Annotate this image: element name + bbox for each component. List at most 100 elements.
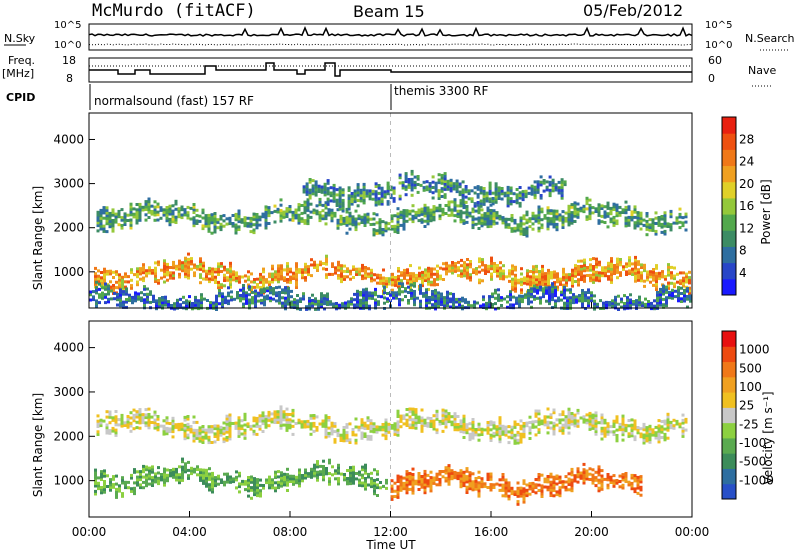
heatmap-cell <box>500 189 504 193</box>
heatmap-cell <box>594 424 598 428</box>
heatmap-cell <box>540 473 544 477</box>
heatmap-cell <box>424 271 427 275</box>
heatmap-cell <box>419 299 422 303</box>
heatmap-cell <box>666 225 670 228</box>
heatmap-cell <box>264 423 268 427</box>
heatmap-cell <box>647 302 650 306</box>
heatmap-cell <box>136 483 139 487</box>
heatmap-cell <box>410 185 414 189</box>
heatmap-cell <box>178 267 181 271</box>
heatmap-cell <box>486 219 490 223</box>
heatmap-cell <box>221 292 224 296</box>
heatmap-cell <box>431 196 435 200</box>
heatmap-cell <box>523 276 526 280</box>
heatmap-cell <box>580 259 583 263</box>
heatmap-cell <box>168 430 172 433</box>
heatmap-cell <box>502 277 505 281</box>
heatmap-cell <box>123 424 127 427</box>
heatmap-cell <box>588 425 592 429</box>
heatmap-cell <box>527 291 530 295</box>
heatmap-cell <box>606 225 610 229</box>
heatmap-cell <box>262 484 265 487</box>
heatmap-cell <box>134 294 137 297</box>
heatmap-cell <box>471 431 475 435</box>
heatmap-cell <box>452 182 456 186</box>
heatmap-cell <box>549 426 553 430</box>
heatmap-cell <box>459 471 463 475</box>
heatmap-cell <box>629 303 632 307</box>
heatmap-cell <box>443 195 447 199</box>
heatmap-cell <box>512 200 516 204</box>
heatmap-cell <box>401 181 405 185</box>
heatmap-cell <box>151 271 154 275</box>
heatmap-cell <box>207 224 211 228</box>
heatmap-cell <box>214 478 217 482</box>
heatmap-cell <box>234 424 238 428</box>
heatmap-cell <box>637 262 640 266</box>
heatmap-cell <box>489 211 493 215</box>
heatmap-cell <box>462 484 466 488</box>
heatmap-cell <box>207 216 211 220</box>
heatmap-cell <box>123 220 127 224</box>
heatmap-cell <box>308 188 312 192</box>
heatmap-cell <box>281 304 284 308</box>
heatmap-cell <box>200 303 203 307</box>
heatmap-cell <box>163 272 166 276</box>
heatmap-cell <box>593 302 596 306</box>
heatmap-cell <box>634 269 637 273</box>
heatmap-cell <box>368 197 372 201</box>
heatmap-cell <box>143 298 146 302</box>
heatmap-cell <box>358 270 361 274</box>
heatmap-cell <box>92 298 95 302</box>
heatmap-cell <box>507 489 511 493</box>
heatmap-cell <box>477 486 481 490</box>
heatmap-cell <box>462 203 466 207</box>
heatmap-cell <box>645 233 649 237</box>
heatmap-cell <box>242 292 245 295</box>
heatmap-cell <box>386 299 389 303</box>
heatmap-cell <box>597 221 601 225</box>
heatmap-cell <box>244 480 247 484</box>
heatmap-cell <box>587 296 590 300</box>
heatmap-cell <box>171 214 175 218</box>
heatmap-cell <box>356 199 360 202</box>
heatmap-cell <box>365 298 368 302</box>
heatmap-cell <box>405 413 409 417</box>
heatmap-cell <box>152 294 155 298</box>
heatmap-cell <box>498 416 502 420</box>
heatmap-cell <box>634 263 637 267</box>
heatmap-cell <box>524 192 528 196</box>
heatmap-cell <box>345 231 349 235</box>
heatmap-cell <box>95 299 98 303</box>
heatmap-cell <box>324 206 328 210</box>
heatmap-cell <box>378 425 382 429</box>
heatmap-cell <box>659 295 662 299</box>
heatmap-cell <box>636 213 640 217</box>
heatmap-cell <box>428 187 432 191</box>
heatmap-cell <box>500 187 504 190</box>
heatmap-cell <box>226 276 229 280</box>
heatmap-cell <box>389 188 393 192</box>
heatmap-cell <box>471 423 475 427</box>
heatmap-cell <box>507 435 511 439</box>
heatmap-cell <box>673 285 676 289</box>
heatmap-cell <box>438 214 442 218</box>
heatmap-cell <box>268 280 271 284</box>
heatmap-cell <box>187 476 190 480</box>
heatmap-cell <box>356 297 359 301</box>
heatmap-cell <box>598 263 601 267</box>
heatmap-cell <box>281 291 284 294</box>
heatmap-cell <box>155 304 158 308</box>
heatmap-cell <box>303 420 307 424</box>
heatmap-cell <box>510 436 514 440</box>
heatmap-cell <box>319 464 322 468</box>
heatmap-cell <box>471 488 475 492</box>
heatmap-cell <box>520 277 523 281</box>
heatmap-cell <box>376 483 379 487</box>
heatmap-cell <box>228 418 232 422</box>
heatmap-cell <box>405 408 409 411</box>
heatmap-cell <box>584 291 587 295</box>
heatmap-cell <box>417 418 421 422</box>
heatmap-cell <box>366 218 370 221</box>
heatmap-cell <box>237 434 241 438</box>
